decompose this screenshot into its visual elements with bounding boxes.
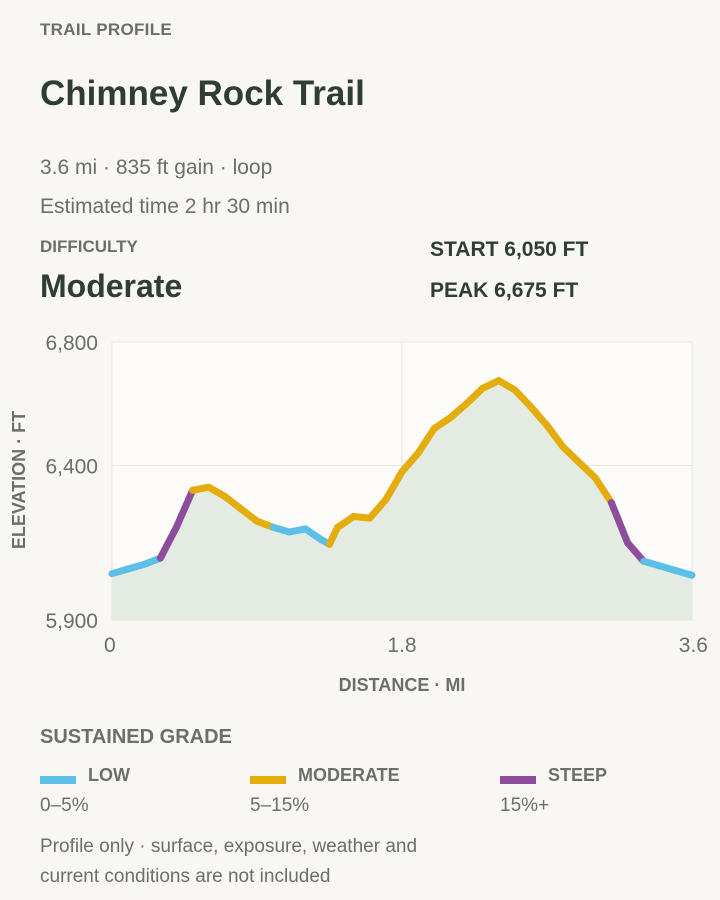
y-tick-label: 5,900 (45, 610, 98, 633)
x-tick-label: 0 (104, 634, 116, 657)
legend-name-steep: STEEP (548, 765, 608, 785)
profile-segment-moderate (414, 425, 438, 457)
profile-segment-moderate (527, 403, 551, 429)
x-tick-label: 1.8 (387, 634, 416, 657)
start-elevation: START 6,050 FT (430, 238, 589, 261)
axis-ticks: 5,900 6,400 6,800 0 1.8 3.6 (45, 332, 708, 657)
legend-swatch-moderate (250, 776, 286, 784)
legend-name-low: LOW (88, 765, 130, 785)
legend-swatch-low (40, 776, 76, 784)
legend-range-moderate: 5–15% (250, 795, 310, 816)
legend-swatch-steep (500, 776, 536, 784)
estimated-time: Estimated time 2 hr 30 min (40, 195, 290, 218)
y-tick-label: 6,800 (45, 332, 98, 355)
profile-segment-moderate (591, 474, 615, 507)
profile-segment-steep (624, 539, 648, 565)
y-axis-label: ELEVATION · FT (9, 411, 29, 549)
profile-segment-steep (156, 523, 180, 562)
x-tick-label: 3.6 (679, 634, 708, 657)
profile-segment-steep (172, 486, 197, 531)
trail-title: Chimney Rock Trail (40, 74, 365, 113)
elevation-profile-chart: 5,900 6,400 6,800 0 1.8 3.6 DISTANCE · MI ELE… (9, 332, 708, 695)
legend-range-low: 0–5% (40, 795, 89, 816)
profile-segment-moderate (398, 449, 422, 476)
profile-segment-moderate (543, 421, 567, 451)
y-tick-label: 6,400 (45, 456, 98, 479)
profile-segment-moderate (366, 496, 390, 522)
legend-title: SUSTAINED GRADE (40, 726, 232, 748)
peak-elevation: PEAK 6,675 FT (430, 279, 579, 302)
elevation-area (112, 380, 692, 620)
profile-segment-moderate (559, 443, 583, 466)
trail-summary: 3.6 mi · 835 ft gain · loop (40, 156, 273, 179)
section-eyebrow: TRAIL PROFILE (40, 20, 173, 39)
elevation-line (108, 377, 696, 579)
profile-segment-steep (607, 499, 632, 547)
legend-range-steep: 15%+ (500, 795, 550, 816)
profile-segment-low (672, 567, 696, 579)
profile-segment-moderate (511, 386, 535, 411)
profile-segment-moderate (575, 459, 599, 482)
difficulty-value: Moderate (40, 268, 183, 304)
x-axis-label: DISTANCE · MI (339, 675, 466, 695)
profile-area (112, 380, 692, 620)
profile-segment-moderate (382, 468, 406, 503)
profile-segment-moderate (446, 400, 470, 422)
footnote: Profile only · surface, exposure, weathe… (40, 836, 418, 887)
legend-name-moderate: MODERATE (298, 765, 400, 785)
difficulty-label: DIFFICULTY (40, 237, 138, 256)
profile-segment-moderate (462, 384, 487, 408)
